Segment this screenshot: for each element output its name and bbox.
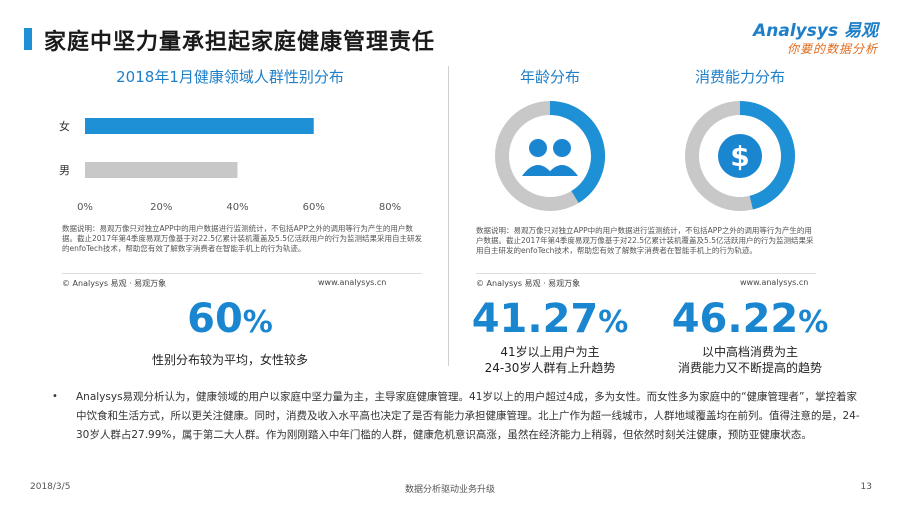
- age-stat-line2: 24-30岁人群有上升趋势: [484, 361, 616, 375]
- x-tick-label: 40%: [226, 202, 248, 213]
- spend-chart-title: 消费能力分布: [694, 68, 785, 86]
- x-tick-label: 20%: [150, 202, 172, 213]
- page-title: 家庭中坚力量承担起家庭健康管理责任: [44, 30, 436, 55]
- category-label: 男: [59, 164, 70, 177]
- x-tick-label: 80%: [379, 202, 401, 213]
- donut-slice: [549, 101, 605, 203]
- spend-donut-chart: $: [685, 101, 795, 211]
- gender-stat-value: 60%: [187, 296, 273, 342]
- logo-main-text: Analysys 易观: [753, 21, 878, 41]
- gender-chart-title: 2018年1月健康领域人群性别分布: [116, 68, 344, 86]
- spend-stat-line2: 消费能力又不断提高的趋势: [677, 361, 822, 375]
- svg-text:$: $: [730, 140, 749, 173]
- spend-stat-line1: 以中高档消费为主: [701, 345, 798, 359]
- bar-1: [85, 162, 238, 178]
- gender-stat-desc: 性别分布较为平均，女性较多: [151, 353, 308, 367]
- title-accent-bar: [24, 28, 32, 50]
- copyright-text: © Analysys 易观 · 易观万象: [62, 279, 167, 288]
- source-url: www.analysys.cn: [318, 278, 387, 287]
- analysys-logo: Analysys 易观 你要的数据分析: [738, 16, 878, 60]
- footer-date: 2018/3/5: [30, 482, 71, 492]
- x-tick-label: 60%: [303, 202, 325, 213]
- x-tick-label: 0%: [77, 202, 93, 213]
- summary-text: Analysys易观分析认为，健康领域的用户以家庭中坚力量为主，主导家庭健康管理…: [76, 391, 860, 441]
- age-donut-chart: [495, 101, 605, 211]
- page-number: 13: [860, 482, 872, 492]
- age-stat-value: 41.27%: [471, 296, 629, 342]
- section-divider: [448, 66, 449, 366]
- category-label: 女: [59, 119, 70, 133]
- age-stat-line1: 41岁以上用户为主: [500, 345, 600, 359]
- bar-0: [85, 118, 314, 134]
- age-chart-title: 年龄分布: [519, 68, 580, 86]
- age-stat-desc: 41岁以上用户为主 24-30岁人群有上升趋势: [450, 344, 650, 376]
- logo-tagline: 你要的数据分析: [786, 42, 878, 56]
- gender-bar-chart: 女男 0% 20% 40% 60% 80%: [59, 118, 401, 213]
- spend-stat-value: 46.22%: [671, 296, 829, 342]
- bullet-point: •: [52, 391, 58, 402]
- divider-line-right: [476, 273, 816, 274]
- dollar-icon: $: [718, 134, 762, 178]
- donut-slice: [739, 101, 795, 210]
- right-data-note: 数据说明：易观万像只对独立APP中的用户数据进行监测统计，不包括APP之外的调用…: [476, 226, 814, 255]
- footer-slogan: 数据分析驱动业务升级: [404, 485, 495, 495]
- divider-line: [62, 273, 422, 274]
- spend-stat-desc: 以中高档消费为主 消费能力又不断提高的趋势: [650, 344, 850, 376]
- gender-data-note: 数据说明：易观万像只对独立APP中的用户数据进行监测统计，不包括APP之外的调用…: [62, 224, 422, 253]
- copyright-text-right: © Analysys 易观 · 易观万象: [476, 279, 581, 288]
- source-url-right: www.analysys.cn: [740, 278, 809, 287]
- people-icon: [522, 139, 578, 176]
